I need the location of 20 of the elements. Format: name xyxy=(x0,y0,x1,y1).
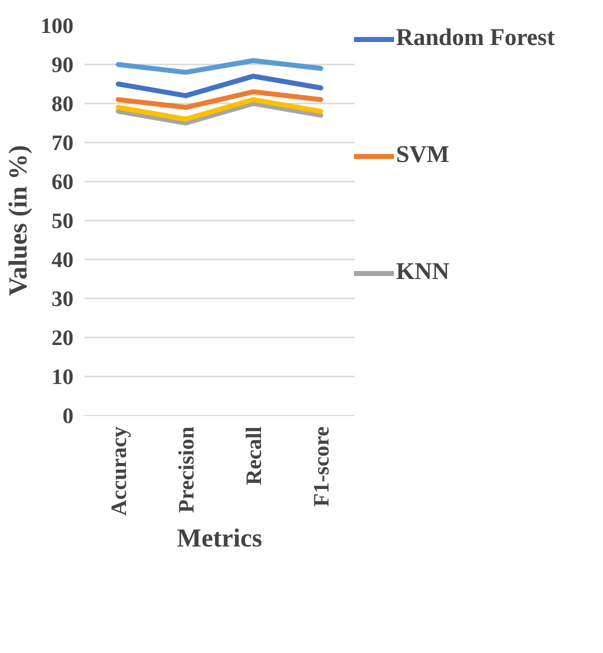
y-tick-label: 30 xyxy=(52,286,74,311)
y-tick-label: 90 xyxy=(52,52,74,77)
legend-label: KNN xyxy=(396,259,450,286)
y-tick-label: 50 xyxy=(52,208,74,233)
x-axis-title: Metrics xyxy=(176,524,262,553)
x-tick-label: Accuracy xyxy=(106,426,131,516)
y-tick-label: 10 xyxy=(52,364,74,389)
y-tick-label: 0 xyxy=(62,403,74,428)
y-tick-label: 80 xyxy=(52,91,74,116)
y-tick-label: 100 xyxy=(40,13,74,38)
x-tick-label: Recall xyxy=(240,426,266,486)
y-axis-title: Values (in %) xyxy=(4,145,32,296)
x-tick-label: F1-score xyxy=(308,426,334,507)
y-tick-label: 70 xyxy=(52,130,74,155)
legend-label: Random Forest xyxy=(396,25,555,52)
y-tick-label: 40 xyxy=(52,247,74,272)
y-tick-label: 60 xyxy=(52,169,74,194)
y-tick-label: 20 xyxy=(52,325,74,350)
x-tick-label: Precision xyxy=(173,426,198,513)
legend-label: SVM xyxy=(396,142,450,169)
